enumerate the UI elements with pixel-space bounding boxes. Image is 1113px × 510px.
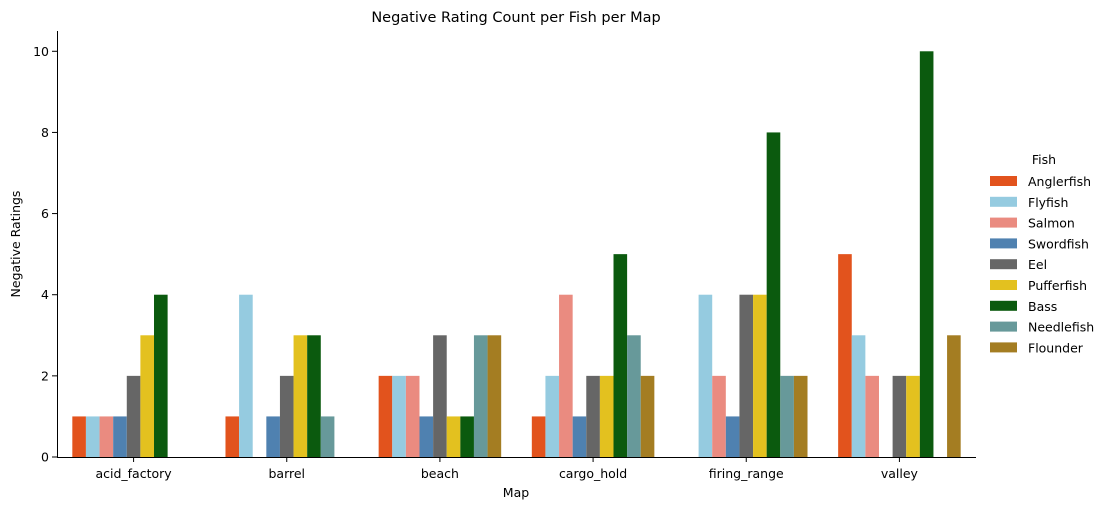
x-ticks-group: acid_factory barrel beach cargo_hold firing_… (95, 457, 919, 481)
legend-label-bass: Bass (1028, 299, 1057, 314)
bar-anglerfish-barrel (225, 416, 240, 457)
bar-flounder-valley (947, 335, 961, 457)
bar-eel-cargo_hold (586, 375, 600, 457)
bar-flounder-beach (487, 335, 502, 457)
bar-bass-firing_range (766, 132, 781, 457)
x-tick-label: beach (421, 466, 459, 481)
legend-swatch-anglerfish (990, 176, 1017, 186)
bar-flyfish-beach (392, 375, 406, 457)
x-axis-label: Map (503, 485, 529, 500)
bar-bass-valley (919, 51, 934, 457)
bar-anglerfish-cargo_hold (531, 416, 546, 457)
bar-salmon-beach (405, 375, 420, 457)
bar-flounder-cargo_hold (640, 375, 655, 457)
x-tick-label: cargo_hold (559, 466, 627, 481)
legend-label-eel: Eel (1028, 257, 1047, 272)
legend-label-anglerfish: Anglerfish (1028, 174, 1091, 189)
bar-salmon-acid_factory (99, 416, 114, 457)
legend-label-swordfish: Swordfish (1028, 236, 1089, 251)
bar-pufferfish-acid_factory (140, 335, 154, 457)
bar-salmon-cargo_hold (559, 294, 573, 457)
legend-label-flounder: Flounder (1028, 340, 1084, 355)
bar-anglerfish-acid_factory (72, 416, 86, 457)
y-tick-label: 2 (41, 368, 49, 383)
legend: Fish Anglerfish Flyfish Salmon Swordfish Eel… (990, 152, 1094, 355)
bar-bass-beach (460, 416, 474, 457)
bar-swordfish-acid_factory (113, 416, 127, 457)
y-tick-label: 8 (41, 125, 49, 140)
bar-pufferfish-valley (906, 375, 920, 457)
bar-flyfish-firing_range (698, 294, 713, 457)
bar-needlefish-cargo_hold (627, 335, 641, 457)
bar-eel-valley (892, 375, 907, 457)
legend-title: Fish (1032, 152, 1056, 167)
legend-swatch-swordfish (990, 238, 1017, 249)
bar-salmon-firing_range (712, 375, 726, 457)
bar-flyfish-acid_factory (85, 416, 100, 457)
legend-swatch-flyfish (990, 196, 1017, 207)
bar-anglerfish-valley (838, 254, 852, 457)
legend-label-flyfish: Flyfish (1028, 195, 1068, 210)
bar-pufferfish-beach (446, 416, 461, 457)
y-tick-label: 4 (41, 287, 49, 302)
legend-label-needlefish: Needlefish (1028, 320, 1094, 335)
y-ticks-group: 0 2 4 6 8 10 (33, 44, 57, 465)
y-tick-label: 0 (41, 450, 49, 465)
bar-swordfish-firing_range (725, 416, 740, 457)
bar-flyfish-barrel (239, 294, 253, 457)
legend-swatch-eel (990, 259, 1017, 270)
x-tick-label: valley (881, 466, 919, 481)
legend-swatch-pufferfish (990, 280, 1017, 290)
legend-swatch-bass (990, 300, 1017, 311)
x-tick-label: firing_range (709, 466, 784, 481)
bar-pufferfish-cargo_hold (599, 375, 614, 457)
bar-pufferfish-firing_range (753, 294, 767, 457)
bar-swordfish-barrel (266, 416, 280, 457)
bar-anglerfish-beach (378, 375, 393, 457)
bar-needlefish-firing_range (780, 375, 794, 457)
bar-needlefish-barrel (320, 416, 335, 457)
bar-flyfish-cargo_hold (545, 375, 560, 457)
y-axis-label: Negative Ratings (8, 191, 23, 298)
bar-salmon-valley (865, 375, 879, 457)
bar-swordfish-cargo_hold (572, 416, 587, 457)
legend-label-salmon: Salmon (1028, 216, 1075, 231)
bar-eel-acid_factory (126, 375, 141, 457)
bar-eel-barrel (279, 375, 294, 457)
chart-title: Negative Rating Count per Fish per Map (371, 10, 660, 26)
bar-flounder-firing_range (793, 375, 808, 457)
bar-bass-cargo_hold (613, 254, 628, 457)
x-tick-label: acid_factory (95, 466, 172, 481)
x-tick-label: barrel (268, 466, 305, 481)
bar-pufferfish-barrel (293, 335, 308, 457)
bar-flyfish-valley (851, 335, 866, 457)
bar-swordfish-beach (419, 416, 434, 457)
bar-eel-firing_range (739, 294, 754, 457)
bar-eel-beach (433, 335, 447, 457)
bars-group (72, 51, 961, 457)
y-tick-label: 10 (33, 44, 49, 59)
bar-needlefish-beach (473, 335, 488, 457)
y-tick-label: 6 (41, 206, 49, 221)
bar-bass-acid_factory (154, 294, 168, 457)
legend-label-pufferfish: Pufferfish (1028, 278, 1087, 293)
legend-swatch-flounder (990, 342, 1017, 353)
legend-swatch-salmon (990, 217, 1017, 228)
legend-swatch-needlefish (990, 321, 1017, 332)
bar-bass-barrel (307, 335, 321, 457)
